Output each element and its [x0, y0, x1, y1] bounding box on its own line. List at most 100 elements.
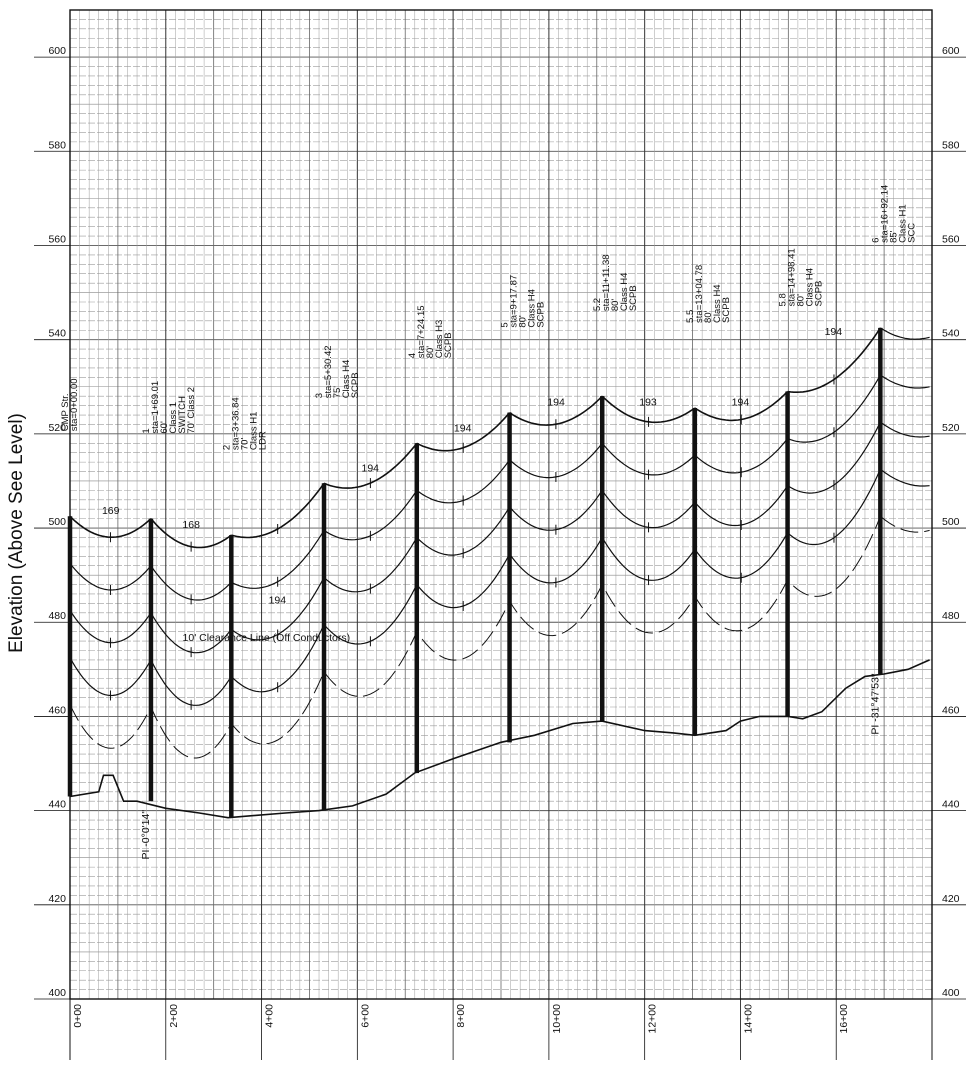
clearance-line — [879, 515, 930, 533]
axes: 400 400 420 420 440 440 460 460 480 480 500 500 520 5… — [34, 45, 966, 1060]
structure-annotation: 80' — [425, 346, 436, 359]
conductor-span — [694, 532, 789, 579]
y-tick-label: 540 — [942, 328, 960, 340]
conductor-span — [879, 421, 930, 438]
structure-annotation: 60' — [159, 421, 170, 434]
y-tick-label: 420 — [942, 893, 960, 905]
y-tick-label: 400 — [942, 987, 960, 999]
x-tick-label: 0+00 — [72, 1004, 84, 1028]
x-tick-label: 16+00 — [838, 1004, 850, 1034]
y-tick-label: 460 — [48, 704, 66, 716]
span-length-label: 168 — [182, 519, 200, 531]
span-length-label: 194 — [269, 594, 287, 606]
grid — [69, 9, 933, 1000]
y-tick-label: 580 — [942, 139, 960, 151]
structure-annotation: sta=13+04.78 — [694, 265, 705, 323]
structure-annotation: 85' — [888, 230, 899, 243]
conductor-span — [416, 506, 511, 556]
structure-annotation: Class H4 — [341, 360, 352, 399]
structure-annotation: sta=14+98.41 — [787, 248, 798, 306]
structure-annotation: sta=3+36.84 — [230, 397, 241, 450]
span-length-label: 194 — [732, 397, 750, 409]
structure-annotation: 2 — [221, 445, 232, 450]
y-tick-label: 460 — [942, 704, 960, 716]
structure-annotation: 5.8 — [778, 293, 789, 306]
structure-annotation: 5.5 — [685, 310, 696, 323]
structure-annotation: sta=0+00.00 — [69, 378, 80, 431]
annotations: CMP Str.sta=0+00.00 1sta=1+69.0160'Class … — [60, 185, 917, 860]
structure-annotation: Class H1 — [897, 204, 908, 243]
structure-annotation: sta=9+17.87 — [509, 275, 520, 328]
structure-annotation: SWITCH — [177, 396, 188, 434]
y-tick-label: 600 — [942, 45, 960, 57]
structure-annotation: sta=1+69.01 — [150, 381, 161, 434]
structure-annotation: CMP Str. — [60, 393, 71, 431]
structure-annotation: 70' — [239, 438, 250, 451]
structure-annotation: sta=16+92.14 — [879, 185, 890, 243]
x-tick-label: 10+00 — [551, 1004, 563, 1034]
x-tick-label: 12+00 — [647, 1004, 659, 1034]
x-tick-label: 14+00 — [742, 1004, 754, 1034]
structure-annotation: SCC — [906, 223, 917, 243]
y-tick-label: 560 — [942, 233, 960, 245]
span-length-label: 194 — [361, 463, 379, 475]
structure-annotation: Class H4 — [805, 268, 816, 307]
structure-annotation: SCPB — [443, 332, 454, 358]
conductor-lines — [69, 327, 930, 710]
structure-annotation: Class H4 — [527, 289, 538, 328]
conductor-span — [694, 485, 789, 527]
structure-annotation: LDR — [257, 431, 268, 450]
y-tick-label: 600 — [48, 45, 66, 57]
y-tick-label: 480 — [48, 610, 66, 622]
span-length-label: 193 — [639, 397, 657, 409]
structure-annotation: 6 — [870, 238, 881, 243]
y-tick-label: 520 — [48, 422, 66, 434]
structure-annotation: 80' — [703, 310, 714, 323]
structure-annotation: 5 — [500, 322, 511, 327]
structure-annotation: 80' — [518, 315, 529, 328]
structure-annotation: 3 — [314, 393, 325, 398]
structures — [67, 327, 883, 818]
y-tick-label: 480 — [942, 610, 960, 622]
structure-annotation: 70' Class 2 — [186, 387, 197, 434]
y-tick-label: 520 — [942, 422, 960, 434]
conductor-span — [509, 490, 603, 531]
structure-annotation: Class H1 — [248, 412, 259, 451]
structure-annotation: Class H3 — [434, 320, 445, 359]
span-length-label: 169 — [102, 505, 120, 517]
structure-annotation: 80' — [610, 299, 621, 312]
conductor-span — [879, 327, 930, 340]
plot-border — [69, 9, 933, 1000]
pi-label: PI -31°47'53" — [869, 673, 881, 735]
y-tick-label: 440 — [942, 799, 960, 811]
structure-annotation: Class 1 — [168, 402, 179, 434]
structure-annotation: SCPB — [721, 297, 732, 323]
conductor-span — [879, 468, 930, 487]
structure-annotation: 4 — [407, 353, 418, 358]
x-tick-label: 8+00 — [455, 1004, 467, 1028]
ground-line — [69, 659, 930, 819]
structure-annotation: Class H4 — [712, 284, 723, 323]
clearance-lines — [69, 515, 930, 759]
structure-annotation: sta=11+11.38 — [601, 254, 612, 311]
conductor-span — [69, 657, 152, 697]
structure-annotation: SCPB — [628, 285, 639, 311]
conductor-span — [416, 553, 511, 609]
y-tick-label: 420 — [48, 893, 66, 905]
span-length-label: 194 — [547, 397, 565, 409]
y-tick-label: 500 — [48, 516, 66, 528]
structure-annotation: 1 — [141, 428, 152, 433]
x-tick-label: 2+00 — [168, 1004, 180, 1028]
conductor-span — [509, 537, 603, 584]
clearance-line-label: 10' Clearance Line (Off Conductors) — [183, 632, 351, 644]
structure-annotation: sta=7+24.15 — [416, 305, 427, 358]
y-tick-label: 580 — [48, 139, 66, 151]
y-tick-label: 400 — [48, 987, 66, 999]
structure-annotation: 75' — [332, 386, 343, 399]
clearance-line — [69, 516, 881, 759]
x-tick-label: 4+00 — [264, 1004, 276, 1028]
structure-annotation: 5.2 — [592, 298, 603, 311]
y-tick-label: 560 — [48, 233, 66, 245]
structure-annotation: SCPB — [536, 302, 547, 328]
